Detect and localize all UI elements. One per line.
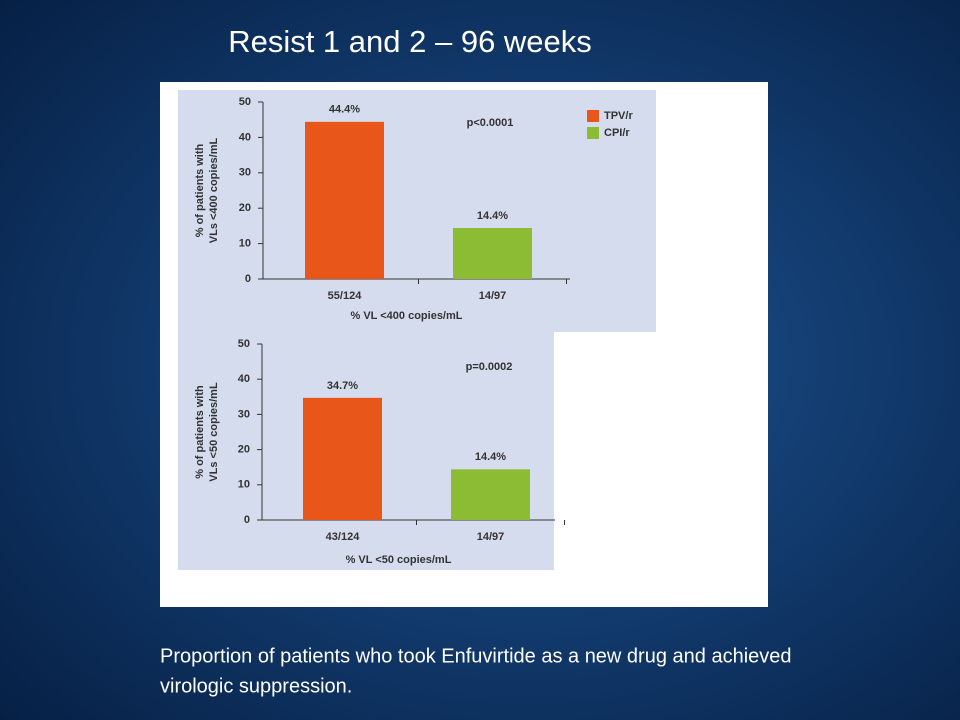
y-axis-label: VLs <50 copies/mL [208,382,220,482]
value-label: 14.4% [475,451,506,463]
value-label: 44.4% [329,104,360,116]
y-axis-label: % of patients with [194,143,206,237]
x-axis-label: % VL <50 copies/mL [346,554,452,566]
caption: Proportion of patients who took Enfuvirt… [160,645,792,667]
chart-panel [178,90,656,332]
annotation: p<0.0001 [467,117,514,129]
y-tick-label: 0 [244,514,250,526]
y-tick-label: 50 [239,96,251,108]
y-tick-label: 0 [245,273,251,285]
y-tick-label: 20 [238,444,250,456]
value-label: 14.4% [477,210,508,222]
y-tick-label: 10 [238,479,250,491]
y-tick-label: 30 [238,408,250,420]
y-tick-label: 20 [239,202,251,214]
annotation: p=0.0002 [466,361,513,373]
x-tick-label: 55/124 [328,290,363,302]
x-tick-label: 14/97 [477,531,505,543]
y-tick-label: 40 [239,131,251,143]
y-axis-label: % of patients with [194,385,206,479]
legend-label: CPI/r [604,127,630,139]
y-tick-label: 40 [238,373,250,385]
bar [453,228,532,279]
x-tick-label: 43/124 [326,531,361,543]
bar [451,469,530,520]
x-tick-label: 14/97 [479,290,507,302]
y-tick-label: 50 [238,338,250,350]
slide-title: Resist 1 and 2 – 96 weeks [228,24,592,59]
y-tick-label: 30 [239,167,251,179]
caption: virologic suppression. [160,675,352,697]
y-axis-label: VLs <400 copies/mL [208,137,220,243]
bar [305,121,384,279]
value-label: 34.7% [327,380,358,392]
x-axis-label: % VL <400 copies/mL [351,310,463,322]
legend-swatch [587,127,599,139]
legend-swatch [587,110,599,122]
y-tick-label: 10 [239,238,251,250]
legend-label: TPV/r [604,110,633,122]
bar [303,397,382,520]
